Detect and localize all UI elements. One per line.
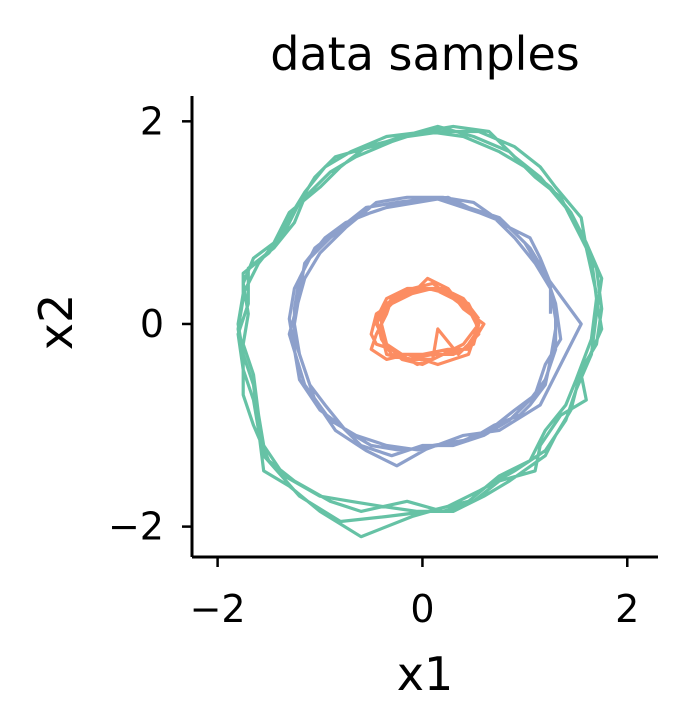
x-axis-label: x1: [397, 647, 454, 701]
chart-title: data samples: [270, 27, 579, 81]
y-axis-label: x2: [29, 294, 83, 351]
y-tick-label: −2: [108, 505, 164, 549]
x-axis-ticks: −2 0 2: [190, 557, 639, 631]
x-tick-label: 0: [410, 587, 434, 631]
series-1-line: [236, 124, 604, 539]
y-tick-label: 0: [140, 302, 164, 346]
series-3-line: [369, 276, 486, 367]
data-series-layer: [236, 124, 604, 539]
series-2-line: [287, 195, 583, 468]
x-tick-label: 2: [615, 587, 639, 631]
y-tick-label: 2: [140, 99, 164, 143]
y-axis-ticks: −2 0 2: [108, 99, 192, 549]
x-tick-label: −2: [190, 587, 246, 631]
